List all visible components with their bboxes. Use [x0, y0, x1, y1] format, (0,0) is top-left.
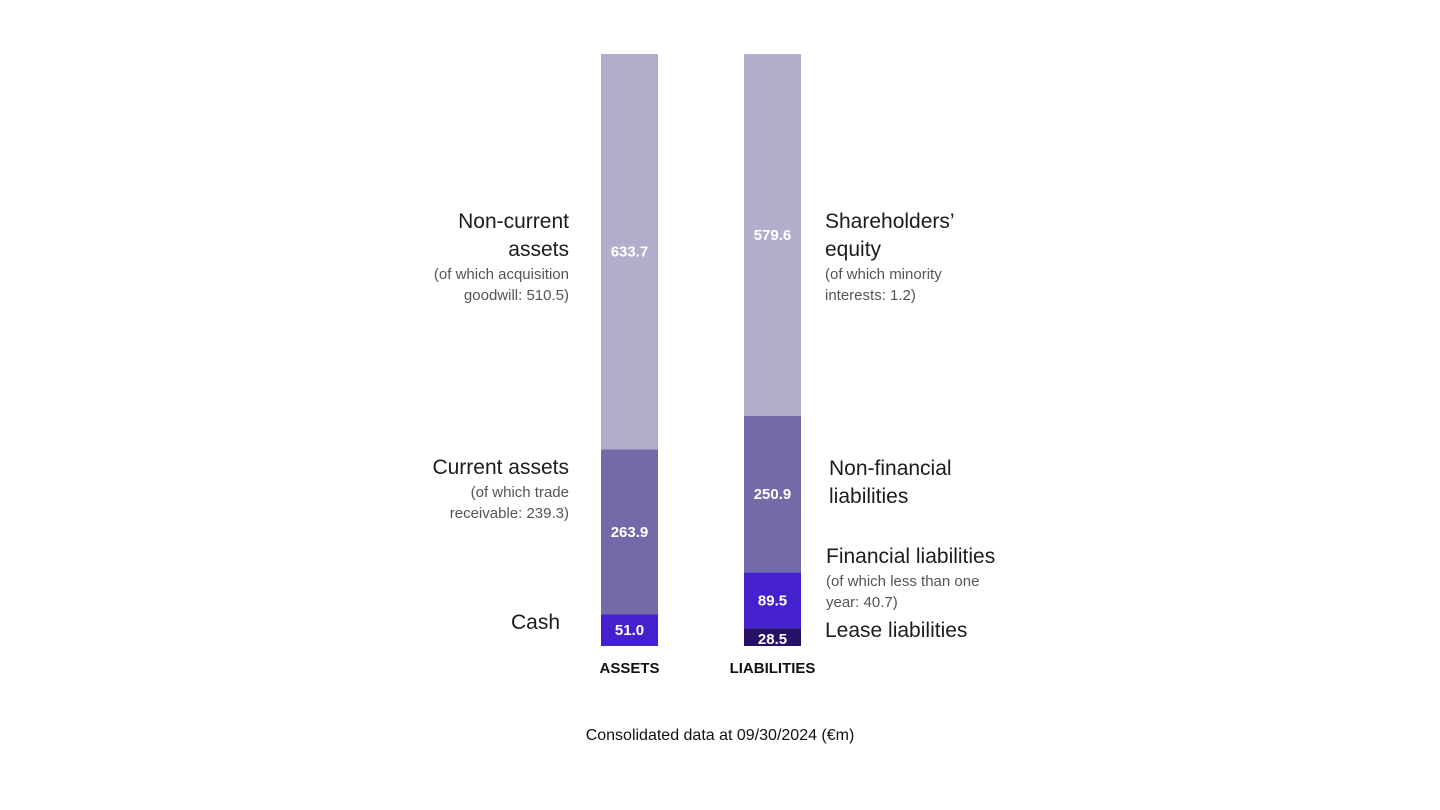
annotation-title: Non-financial	[829, 457, 952, 480]
bar-value-label: 579.6	[754, 227, 792, 244]
annotation-title: Shareholders’	[825, 210, 955, 233]
bar-segment-current-assets	[601, 449, 658, 615]
bar-segment-lease-liabilities	[744, 628, 801, 646]
annotation-title: Current assets	[432, 456, 569, 479]
bar-value-label: 28.5	[758, 631, 787, 648]
bar-segment-non-financial-liabilities	[744, 415, 801, 573]
annotation-subtext: receivable: 239.3)	[449, 505, 569, 522]
annotation-subtext: interests: 1.2)	[825, 287, 916, 304]
category-label-liabilities: LIABILITIES	[730, 660, 816, 677]
annotation-shareholders-equity: Shareholders’ equity (of which minority …	[825, 208, 955, 306]
bar-segment-cash	[601, 614, 658, 646]
annotation-title: Cash	[510, 611, 560, 634]
annotation-financial-liabilities: Financial liabilities (of which less tha…	[826, 543, 995, 613]
annotation-title: Non-current	[458, 210, 569, 233]
annotation-title: liabilities	[829, 485, 909, 508]
annotation-lease-liabilities: Lease liabilities	[825, 617, 967, 645]
chart-footnote: Consolidated data at 09/30/2024 (€m)	[585, 727, 855, 744]
annotation-title: Lease liabilities	[825, 619, 968, 642]
annotation-subtext: goodwill: 510.5)	[463, 287, 569, 304]
category-label-assets: ASSETS	[599, 660, 659, 677]
bar-segment-financial-liabilities	[744, 572, 801, 629]
annotation-subtext: year: 40.7)	[826, 594, 898, 611]
annotation-title: equity	[825, 238, 882, 261]
bar-segment-shareholders-equity	[744, 54, 801, 416]
annotation-subtext: (of which less than one	[826, 573, 980, 590]
annotation-subtext: (of which minority	[825, 266, 942, 283]
annotation-cash: Cash	[511, 609, 560, 637]
bar-value-label: 263.9	[611, 524, 649, 541]
annotation-title: Financial liabilities	[826, 545, 996, 568]
bar-value-label: 250.9	[754, 486, 792, 503]
bar-value-label: 89.5	[758, 592, 787, 609]
bar-segment-non-current-assets	[601, 54, 658, 450]
annotation-subtext: (of which acquisition	[433, 266, 569, 283]
annotation-title: assets	[508, 238, 569, 261]
bar-value-label: 51.0	[615, 622, 644, 639]
bar-value-label: 633.7	[611, 244, 649, 261]
annotation-non-financial-liabilities: Non-financial liabilities	[829, 455, 952, 511]
annotation-non-current-assets: Non-current assets (of which acquisition…	[434, 208, 569, 306]
annotation-current-assets: Current assets (of which trade receivabl…	[432, 454, 569, 524]
annotation-subtext: (of which trade	[470, 484, 569, 501]
